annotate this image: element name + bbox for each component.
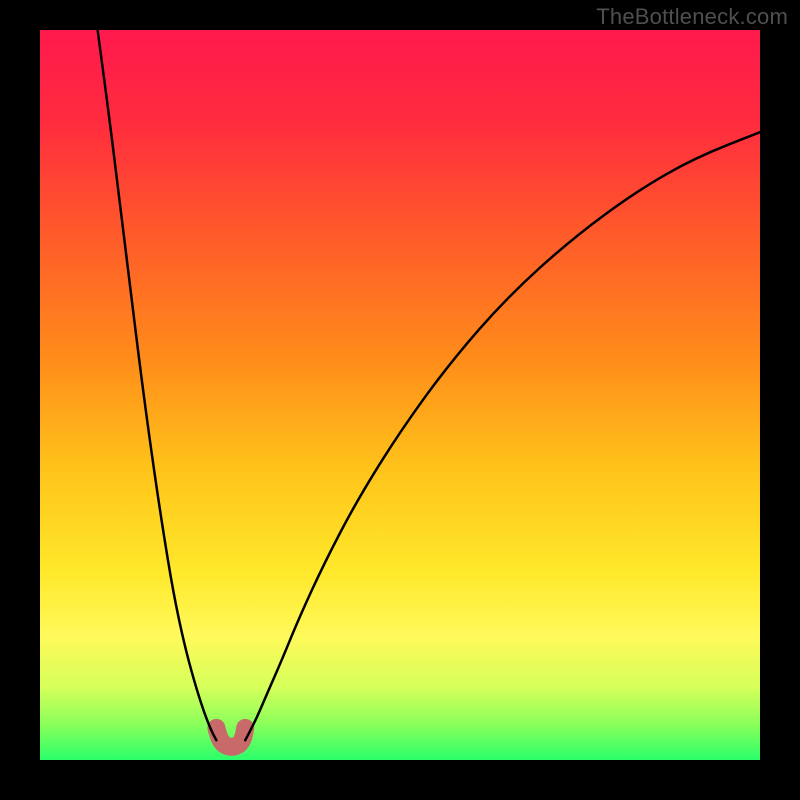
bottleneck-curve-right — [245, 132, 760, 740]
watermark-text: TheBottleneck.com — [596, 4, 788, 30]
chart-curves-layer — [40, 30, 760, 760]
chart-plot-area — [40, 30, 760, 760]
bottleneck-dip-marker — [216, 728, 245, 747]
chart-container: TheBottleneck.com — [0, 0, 800, 800]
bottleneck-curve-left — [98, 30, 217, 740]
